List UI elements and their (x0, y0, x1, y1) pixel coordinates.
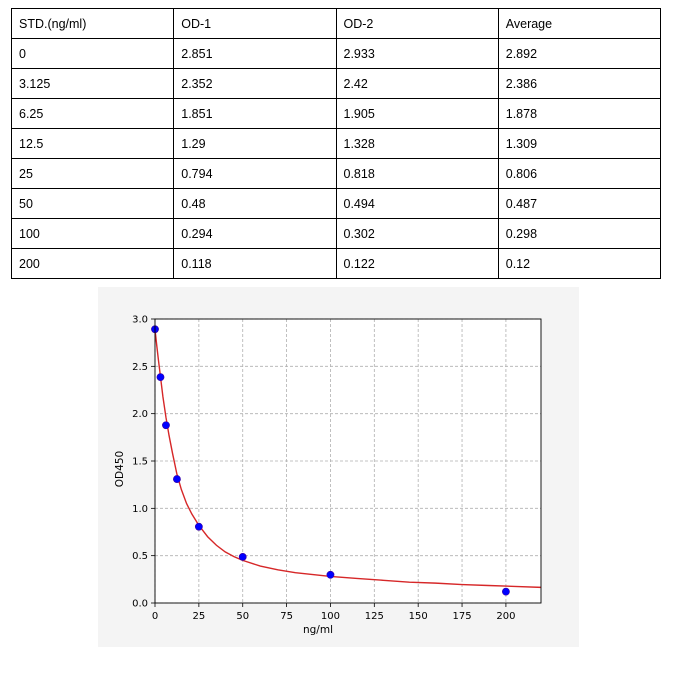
table-cell: 1.878 (497, 98, 662, 129)
column-header-average: Average (497, 8, 662, 39)
table-cell: 0.818 (335, 158, 499, 189)
table-row: 0 2.851 2.933 2.892 (10, 38, 662, 69)
table-row: 12.5 1.29 1.328 1.309 (10, 128, 662, 159)
column-header-od2: OD-2 (335, 8, 499, 39)
table-cell: 0.118 (173, 248, 337, 279)
table-cell: 0.294 (173, 218, 337, 249)
table-cell: 0.794 (173, 158, 337, 189)
x-tick-label: 25 (192, 611, 205, 622)
y-tick-label: 2.5 (132, 362, 148, 373)
table-cell: 0.298 (497, 218, 662, 249)
column-header-std: STD.(ng/ml) (10, 8, 175, 39)
table-cell: 200 (10, 248, 175, 279)
y-tick-label: 0.5 (132, 551, 148, 562)
data-point (194, 522, 203, 531)
table-cell: 0.487 (497, 188, 662, 219)
data-point (502, 587, 510, 596)
x-tick-label: 200 (496, 611, 515, 622)
y-tick-label: 3.0 (132, 315, 148, 326)
x-tick-label: 125 (365, 611, 384, 622)
data-point (162, 421, 170, 430)
chart-panel: 0 25 50 75 100 125 150 175 200 0.0 0.5 1.0 1.5 2.0 2.5… (98, 287, 579, 647)
x-axis-label: ng/ml (303, 624, 333, 636)
table-row: 6.25 1.851 1.905 1.878 (10, 98, 662, 129)
table-cell: 50 (10, 188, 175, 219)
table-cell: 2.42 (335, 68, 499, 99)
table-cell: 2.892 (497, 38, 662, 69)
y-tick-label: 0.0 (132, 599, 148, 610)
table-header-row: STD.(ng/ml) OD-1 OD-2 Average (10, 8, 662, 39)
table-cell: 6.25 (10, 98, 175, 129)
table-cell: 1.309 (497, 128, 662, 159)
table-cell: 25 (10, 158, 175, 189)
table-cell: 1.905 (335, 98, 499, 129)
table-cell: 12.5 (10, 128, 175, 159)
table-cell: 2.386 (497, 68, 662, 99)
table-cell: 2.851 (173, 38, 337, 69)
x-tick-label: 50 (236, 611, 249, 622)
y-axis-label: OD450 (114, 451, 126, 487)
x-tick-label: 150 (409, 611, 428, 622)
table-row: 100 0.294 0.302 0.298 (10, 218, 662, 249)
table-cell: 100 (10, 218, 175, 249)
table-cell: 1.851 (173, 98, 337, 129)
fit-curve-line (154, 329, 542, 589)
standard-curve-chart: 0 25 50 75 100 125 150 175 200 0.0 0.5 1.0 1.5 2.0 2.5… (114, 315, 542, 636)
x-tick-label: 175 (452, 611, 471, 622)
table-cell: 0.12 (497, 248, 662, 279)
column-header-od1: OD-1 (173, 8, 337, 39)
y-tick-label: 1.5 (132, 457, 148, 468)
standard-curve-table: STD.(ng/ml) OD-1 OD-2 Average 0 2.851 2.… (10, 8, 662, 279)
data-point (173, 475, 181, 483)
table-cell: 0.122 (335, 248, 499, 279)
table-cell: 2.352 (173, 68, 337, 99)
table-cell: 1.29 (173, 128, 337, 159)
table-row: 50 0.48 0.494 0.487 (10, 188, 662, 219)
table-cell: 1.328 (335, 128, 499, 159)
table-row: 200 0.118 0.122 0.12 (10, 248, 662, 279)
table-row: 3.125 2.352 2.42 2.386 (10, 68, 662, 99)
table-row: 25 0.794 0.818 0.806 (10, 158, 662, 189)
plot-frame (154, 318, 542, 604)
table-cell: 2.933 (335, 38, 499, 69)
table-cell: 0 (10, 38, 175, 69)
table-cell: 0.302 (335, 218, 499, 249)
y-tick-label: 2.0 (132, 409, 148, 420)
data-point (238, 552, 247, 561)
table-cell: 0.494 (335, 188, 499, 219)
table-cell: 0.48 (173, 188, 337, 219)
data-point (156, 373, 165, 382)
table-cell: 3.125 (10, 68, 175, 99)
x-tick-label: 75 (280, 611, 293, 622)
y-tick-label: 1.0 (132, 504, 148, 515)
x-tick-label: 0 (152, 611, 158, 622)
table-cell: 0.806 (497, 158, 662, 189)
x-tick-label: 100 (321, 611, 340, 622)
data-point (326, 570, 335, 579)
